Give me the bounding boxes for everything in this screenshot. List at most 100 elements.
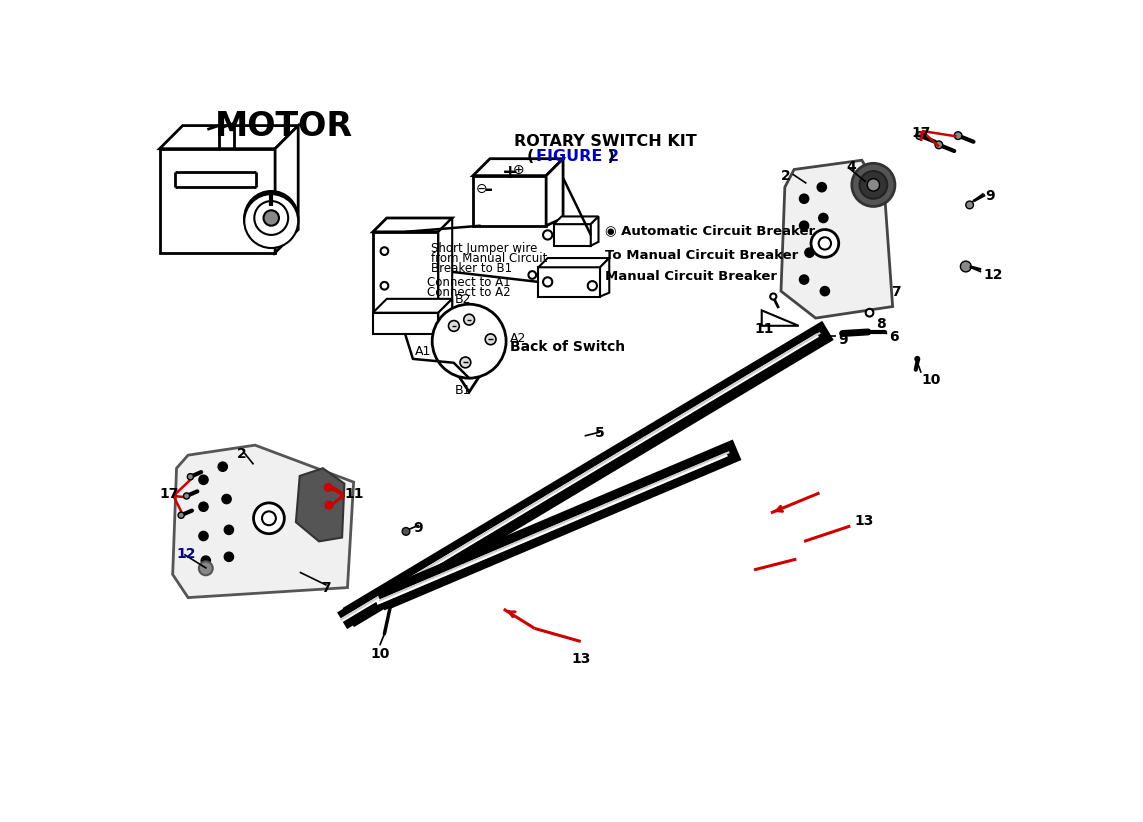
Polygon shape: [438, 299, 453, 335]
Polygon shape: [538, 267, 600, 297]
Circle shape: [325, 501, 333, 509]
Text: 17: 17: [160, 487, 179, 501]
Polygon shape: [546, 159, 563, 226]
Circle shape: [254, 201, 288, 235]
Circle shape: [852, 164, 895, 206]
Circle shape: [245, 191, 298, 245]
Text: To Manual Circuit Breaker: To Manual Circuit Breaker: [606, 249, 799, 261]
Text: FIGURE 2: FIGURE 2: [536, 150, 620, 164]
Text: Connect to A2: Connect to A2: [426, 286, 511, 298]
Circle shape: [799, 194, 809, 203]
Text: from Manual Circuit: from Manual Circuit: [431, 252, 547, 265]
Text: 7: 7: [321, 580, 331, 594]
Circle shape: [184, 493, 190, 499]
Text: 12: 12: [176, 547, 197, 561]
Circle shape: [325, 483, 333, 492]
Polygon shape: [538, 258, 609, 267]
Text: 2: 2: [782, 169, 791, 183]
Circle shape: [402, 528, 410, 535]
Circle shape: [389, 602, 393, 606]
Text: 10: 10: [922, 372, 942, 387]
Text: 9: 9: [839, 333, 848, 347]
Text: ROTARY SWITCH KIT: ROTARY SWITCH KIT: [514, 134, 696, 149]
Text: 6: 6: [889, 330, 898, 344]
Polygon shape: [473, 159, 563, 176]
Circle shape: [543, 277, 552, 287]
Circle shape: [914, 357, 920, 361]
Circle shape: [178, 512, 184, 519]
Circle shape: [935, 141, 943, 149]
Text: 2: 2: [237, 447, 247, 461]
Circle shape: [459, 357, 471, 367]
Polygon shape: [438, 218, 453, 312]
Circle shape: [199, 561, 213, 575]
Circle shape: [218, 462, 227, 471]
Circle shape: [199, 502, 208, 511]
Circle shape: [860, 171, 887, 199]
Circle shape: [960, 261, 972, 272]
Circle shape: [966, 201, 974, 209]
Circle shape: [823, 244, 832, 253]
Polygon shape: [373, 218, 453, 232]
Text: ⊕: ⊕: [513, 164, 525, 178]
Circle shape: [817, 182, 826, 192]
Text: ⊖: ⊖: [475, 182, 487, 196]
Circle shape: [868, 178, 880, 191]
Polygon shape: [275, 126, 298, 252]
Text: Back of Switch: Back of Switch: [510, 339, 625, 353]
Circle shape: [812, 229, 839, 257]
Text: 13: 13: [572, 652, 591, 666]
Text: Short Jumper wire: Short Jumper wire: [431, 242, 537, 255]
Text: B1: B1: [455, 385, 471, 397]
Polygon shape: [160, 149, 275, 252]
Text: 11: 11: [344, 487, 363, 501]
Circle shape: [588, 281, 597, 290]
Polygon shape: [591, 216, 599, 246]
Circle shape: [770, 293, 776, 299]
Polygon shape: [373, 312, 438, 335]
Text: Breaker to B1: Breaker to B1: [431, 262, 512, 275]
Circle shape: [486, 334, 496, 344]
Text: (: (: [527, 150, 539, 164]
Text: A2: A2: [510, 332, 526, 345]
Circle shape: [799, 275, 809, 284]
Polygon shape: [781, 160, 893, 318]
Circle shape: [818, 214, 828, 223]
Text: +: +: [502, 164, 519, 182]
Circle shape: [865, 309, 873, 316]
Text: 4: 4: [847, 160, 856, 174]
Circle shape: [954, 132, 962, 140]
Text: 10: 10: [370, 647, 390, 661]
Circle shape: [245, 192, 298, 247]
Text: 12: 12: [983, 268, 1004, 282]
Polygon shape: [457, 374, 481, 392]
Circle shape: [199, 475, 208, 484]
Text: 11: 11: [754, 322, 774, 336]
Text: Manual Circuit Breaker: Manual Circuit Breaker: [606, 270, 777, 283]
Polygon shape: [600, 258, 609, 297]
Text: Connect to A1: Connect to A1: [426, 275, 511, 289]
Text: 13: 13: [854, 515, 873, 529]
Circle shape: [222, 494, 231, 504]
Polygon shape: [554, 216, 599, 224]
Circle shape: [381, 247, 389, 255]
Text: B2: B2: [455, 293, 471, 307]
Text: ): ): [602, 150, 615, 164]
Text: 9: 9: [985, 190, 994, 204]
Circle shape: [199, 531, 208, 541]
Circle shape: [805, 248, 814, 257]
Text: A1: A1: [415, 345, 432, 358]
Text: ◉ Automatic Circuit Breaker: ◉ Automatic Circuit Breaker: [606, 224, 816, 238]
Circle shape: [264, 210, 279, 226]
Text: 8: 8: [876, 317, 886, 331]
Circle shape: [799, 221, 809, 230]
Circle shape: [818, 331, 828, 340]
Circle shape: [432, 304, 506, 378]
Circle shape: [528, 271, 536, 279]
Text: 17: 17: [912, 127, 932, 141]
Circle shape: [187, 473, 193, 480]
Polygon shape: [373, 232, 438, 312]
Polygon shape: [761, 311, 799, 326]
Text: -: -: [486, 180, 494, 199]
Polygon shape: [296, 469, 344, 542]
